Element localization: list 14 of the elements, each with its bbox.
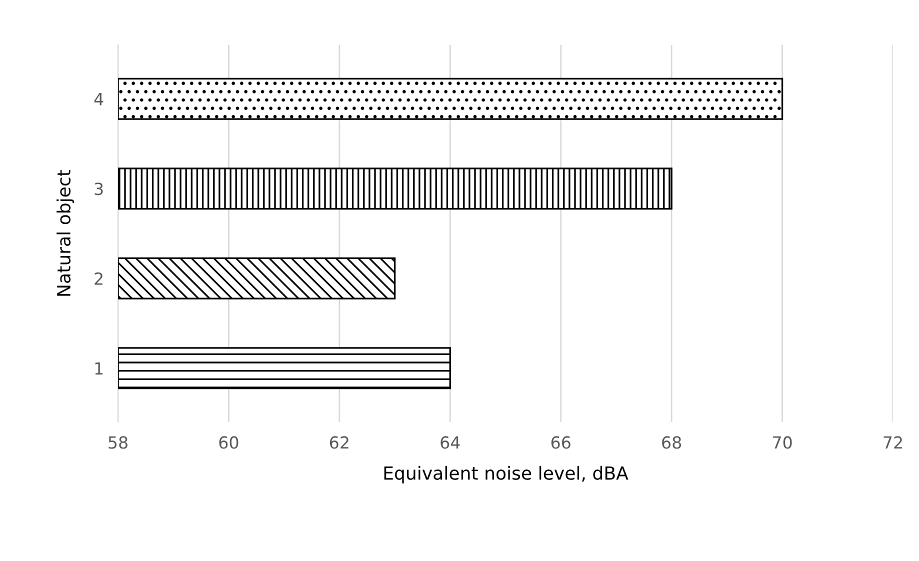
x-tick-label: 60 — [219, 436, 238, 449]
x-tick-label: 62 — [330, 436, 348, 449]
y-tick-label: 2 — [94, 272, 102, 285]
x-tick-label: 58 — [108, 436, 128, 449]
y-tick-label: 4 — [94, 93, 104, 106]
y-tick-label: 1 — [95, 362, 103, 374]
y-axis-title: Natural object — [56, 170, 74, 296]
x-tick-label: 64 — [440, 436, 460, 449]
x-tick-label: 66 — [551, 436, 570, 449]
y-tick-label: 3 — [94, 182, 103, 196]
x-tick-label: 68 — [662, 436, 682, 449]
x-tick-label: 72 — [884, 436, 902, 449]
x-tick-label: 70 — [773, 436, 792, 449]
x-axis-title: Equivalent noise level, dBA — [384, 466, 628, 484]
